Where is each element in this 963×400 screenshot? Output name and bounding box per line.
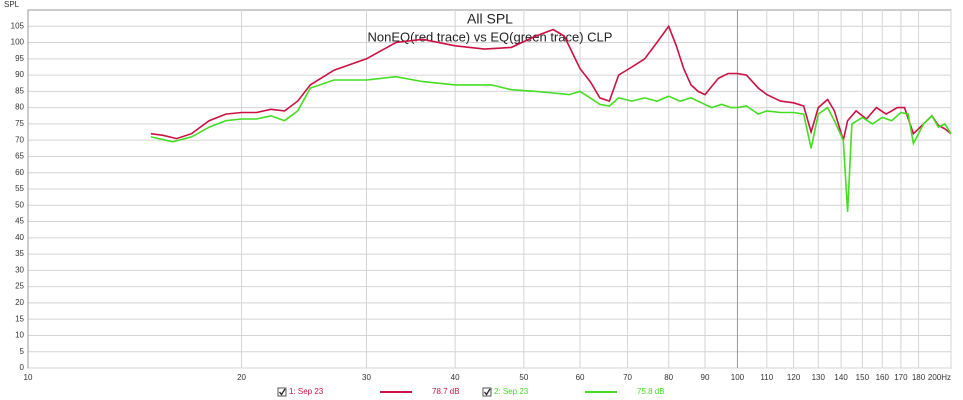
series-line: [150, 24, 952, 144]
legend-level: 75.8 dB: [637, 387, 665, 396]
y-tick-label: 55: [15, 184, 24, 193]
series-line: [150, 75, 952, 212]
y-tick-label: 75: [15, 119, 24, 128]
legend-checkbox[interactable]: [482, 387, 492, 397]
x-tick-label: 130: [812, 373, 826, 382]
y-tick-label: 80: [15, 103, 24, 112]
x-tick-label: 20: [237, 373, 246, 382]
y-tick-label: 70: [15, 135, 24, 144]
y-tick-label: 90: [15, 70, 24, 79]
x-tick-label: 90: [701, 373, 710, 382]
y-tick-label: 25: [15, 282, 24, 291]
x-tick-label: 170: [894, 373, 908, 382]
legend-level: 78.7 dB: [432, 387, 460, 396]
y-tick-label: 95: [15, 54, 24, 63]
x-tick-label: 80: [664, 373, 673, 382]
y-tick-label: 10: [15, 331, 24, 340]
y-tick-label: 20: [15, 298, 24, 307]
chart-title: All SPL: [467, 11, 513, 27]
x-tick-label: 50: [519, 373, 528, 382]
y-tick-label: 50: [15, 200, 24, 209]
x-tick-label: 200Hz: [928, 373, 951, 382]
y-tick-label: 45: [15, 217, 24, 226]
y-tick-label: 40: [15, 233, 24, 242]
legend-label: 2: Sep 23: [494, 387, 529, 396]
y-tick-label: 0: [20, 363, 25, 372]
x-tick-label: 10: [24, 373, 33, 382]
x-tick-label: 100: [731, 373, 745, 382]
y-tick-label: 85: [15, 86, 24, 95]
x-tick-label: 180: [912, 373, 926, 382]
x-tick-label: 70: [623, 373, 632, 382]
x-tick-label: 40: [451, 373, 460, 382]
x-tick-label: 60: [576, 373, 585, 382]
y-tick-label: 15: [15, 314, 24, 323]
y-tick-label: 35: [15, 249, 24, 258]
legend-check: [278, 388, 286, 396]
x-tick-label: 150: [856, 373, 870, 382]
y-axis-label: SPL: [4, 0, 20, 9]
y-tick-label: 5: [20, 347, 25, 356]
y-tick-label: 105: [11, 21, 25, 30]
y-tick-label: 60: [15, 168, 24, 177]
x-tick-label: 30: [362, 373, 371, 382]
legend-label: 1: Sep 23: [289, 387, 324, 396]
y-tick-label: 30: [15, 265, 24, 274]
y-tick-label: 65: [15, 152, 24, 161]
legend-check: [483, 388, 491, 396]
x-tick-label: 110: [760, 373, 773, 382]
x-tick-label: 120: [787, 373, 801, 382]
x-tick-label: 140: [834, 373, 848, 382]
x-tick-label: 160: [876, 373, 890, 382]
y-tick-label: 100: [11, 38, 25, 47]
legend-checkbox[interactable]: [277, 387, 287, 397]
